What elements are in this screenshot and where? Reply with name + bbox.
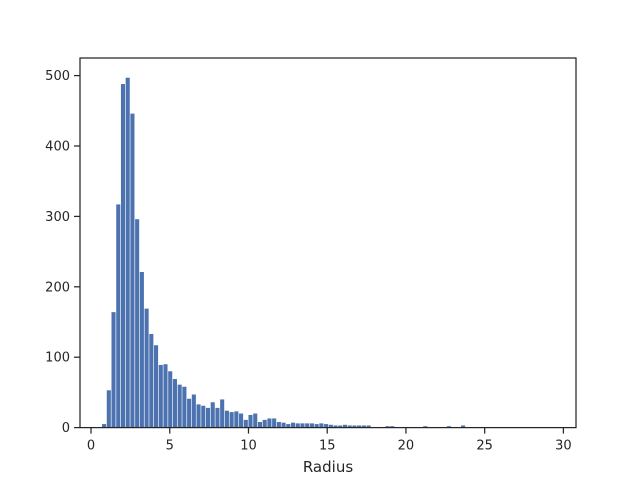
histogram-bar <box>338 425 343 428</box>
histogram-bar <box>135 219 140 428</box>
histogram-bar <box>210 402 215 428</box>
histogram-bar <box>149 333 154 428</box>
histogram-bar <box>342 424 348 428</box>
histogram-bar <box>144 308 149 428</box>
x-axis-label: Radius <box>303 458 353 476</box>
x-tick-label: 20 <box>398 439 415 454</box>
x-tick-label: 0 <box>87 439 95 454</box>
histogram-bar <box>139 272 144 428</box>
histogram-bar <box>163 364 168 428</box>
histogram-bar <box>102 424 107 428</box>
histogram-bar <box>319 423 324 428</box>
x-tick-label: 5 <box>166 439 174 454</box>
y-tick-label: 400 <box>45 140 70 155</box>
histogram-bar <box>333 425 338 428</box>
histogram-bar <box>120 84 126 428</box>
histogram-bar <box>461 425 466 428</box>
x-tick-label: 25 <box>476 439 493 454</box>
histogram-bar <box>262 419 267 428</box>
histogram-bar <box>125 77 130 428</box>
y-tick-label: 0 <box>62 421 70 436</box>
bars-group <box>102 77 466 428</box>
histogram-bar <box>291 422 296 428</box>
y-tick-label: 500 <box>45 69 70 84</box>
histogram-bar <box>295 423 300 428</box>
histogram-bar <box>286 424 291 428</box>
histogram-bar <box>106 390 111 428</box>
histogram-bar <box>220 399 225 428</box>
histogram-bar <box>182 386 187 428</box>
histogram-bar <box>253 413 258 428</box>
histogram-bar <box>248 414 253 428</box>
histogram-bar <box>201 405 206 428</box>
histogram-bar <box>309 423 314 428</box>
histogram-bar <box>281 422 286 428</box>
histogram-bar <box>276 421 281 428</box>
histogram-bar <box>385 426 390 428</box>
histogram-bar <box>257 421 263 428</box>
histogram-bar <box>272 418 277 428</box>
histogram-bar <box>347 425 352 428</box>
histogram-bar <box>168 371 173 428</box>
histogram-bar <box>130 113 135 428</box>
histogram-bar <box>243 419 248 428</box>
y-tick-label: 200 <box>45 280 70 295</box>
y-tick-label: 300 <box>45 210 70 225</box>
histogram-bar <box>361 425 366 428</box>
histogram-bar <box>305 423 310 428</box>
histogram-bar <box>154 345 159 428</box>
histogram-bar <box>328 424 333 428</box>
plot-frame <box>79 57 577 429</box>
histogram-bar <box>446 426 451 428</box>
histogram-bar <box>390 426 395 428</box>
histogram-bar <box>357 425 362 428</box>
histogram-bar <box>205 407 211 428</box>
histogram-bar <box>196 404 201 428</box>
x-tick-label: 15 <box>319 439 336 454</box>
y-axis-ticks: 0 100 200 300 400 500 <box>45 69 80 436</box>
histogram-bar <box>366 425 371 428</box>
histogram-bar <box>300 423 305 428</box>
histogram-bar <box>314 424 319 428</box>
histogram-bar <box>324 424 329 428</box>
histogram-bar <box>158 364 163 428</box>
histogram-bar <box>116 204 121 428</box>
histogram-bar <box>352 425 357 428</box>
x-tick-label: 10 <box>240 439 257 454</box>
y-tick-label: 100 <box>45 351 70 366</box>
histogram-bar <box>177 384 182 428</box>
histogram-bar <box>234 411 239 428</box>
histogram-bar <box>229 412 234 428</box>
histogram-bar <box>239 413 244 428</box>
histogram-bar <box>172 379 177 428</box>
x-axis-ticks: 0 5 10 15 20 25 30 <box>87 427 572 454</box>
histogram-bar <box>224 410 229 428</box>
x-tick-label: 30 <box>555 439 572 454</box>
histogram-bar <box>267 418 272 428</box>
histogram-bar <box>191 394 196 428</box>
histogram-bar <box>423 426 428 428</box>
histogram-bar <box>215 407 220 428</box>
histogram-bar <box>111 312 116 428</box>
histogram-bar <box>187 398 192 428</box>
